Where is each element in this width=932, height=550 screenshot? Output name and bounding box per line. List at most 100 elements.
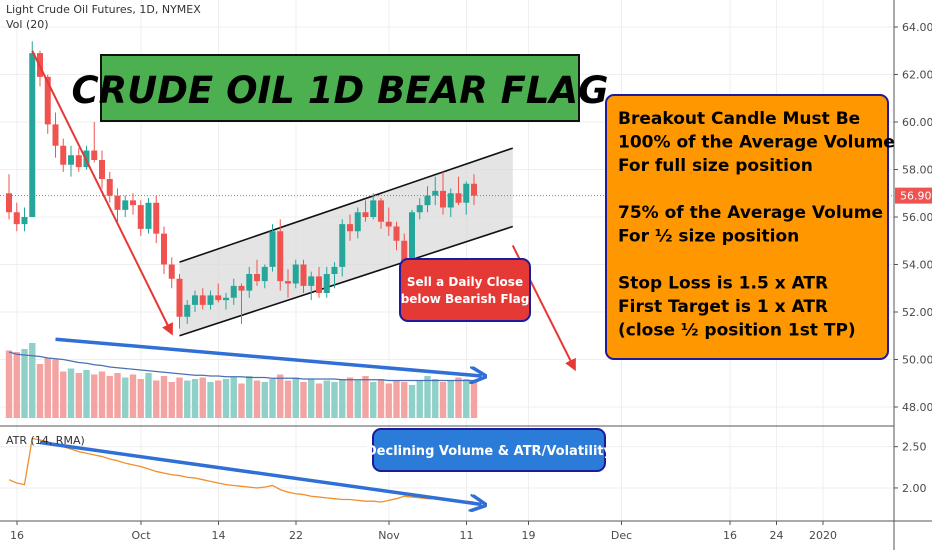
candle-body [385, 221, 392, 227]
candle-body [207, 295, 214, 305]
rules-line: Stop Loss is 1.5 x ATR [618, 274, 828, 294]
candle-body [254, 274, 260, 282]
candle [378, 198, 384, 229]
candle [106, 171, 113, 203]
price-tick-label: 58.00 [902, 164, 932, 177]
candle-body [91, 150, 98, 160]
atr-tick-label: 2.00 [902, 482, 927, 495]
atr-trend-arrow [39, 440, 482, 505]
candles [6, 41, 477, 329]
candle [416, 198, 423, 220]
volume-bar [137, 379, 144, 418]
candle [207, 290, 214, 310]
volume-bar [67, 368, 75, 418]
volume-bar [145, 373, 152, 418]
candle-body [463, 183, 470, 203]
volume-ma-line [8, 351, 474, 382]
candle-body [424, 195, 431, 206]
candle-body [168, 264, 175, 279]
candle-body [230, 285, 237, 298]
candle [75, 148, 82, 172]
title-box: CRUDE OIL 1D BEAR FLAG [72, 54, 608, 122]
candle [114, 188, 121, 222]
rules-box: Breakout Candle Must Be 100% of the Avera… [605, 94, 895, 360]
candle-body [215, 295, 222, 301]
candle-body [99, 160, 105, 179]
time-tick-label: 2020 [809, 529, 837, 542]
candle-body [246, 274, 253, 291]
candle [331, 262, 338, 289]
candle-body [393, 226, 400, 241]
candle [432, 176, 439, 206]
candle [393, 221, 400, 251]
candle [269, 224, 276, 272]
volume-bar [308, 379, 315, 418]
candle-body [161, 233, 167, 265]
candle [192, 290, 198, 312]
candle-body [153, 202, 160, 234]
volume-bar [331, 382, 338, 418]
candle-body [106, 179, 113, 196]
candle [463, 181, 470, 215]
volume-bar [44, 358, 51, 418]
candle [455, 176, 462, 206]
rules-line: First Target is 1 x ATR [618, 297, 828, 317]
price-tick-label: 56.00 [902, 211, 932, 224]
candle-body [68, 155, 74, 165]
volume-bar [246, 376, 253, 418]
candle-body [316, 276, 322, 293]
time-tick-label: 22 [289, 529, 303, 542]
volume-bar [393, 380, 400, 418]
declining-text: Declining Volume & ATR/Volatility [366, 444, 613, 459]
volume-bar [385, 383, 392, 418]
volume-bar [339, 379, 346, 418]
volume-bar [75, 373, 82, 418]
candle-body [223, 297, 229, 301]
candle-body [21, 217, 28, 225]
candle-body [409, 212, 415, 263]
volume-bar [408, 385, 416, 418]
candle [261, 264, 268, 289]
volume-bar [13, 352, 20, 418]
candle-body [362, 212, 369, 217]
volume-bar [277, 374, 284, 418]
candle-body [130, 200, 136, 206]
volume-bar [416, 380, 423, 418]
volume-bar [114, 373, 121, 418]
volume-bar [129, 374, 137, 418]
candle-body [347, 224, 353, 232]
candle-body [44, 76, 51, 125]
candle [21, 207, 28, 232]
atr-tick-label: 2.50 [902, 441, 927, 454]
volume-bar [424, 376, 431, 418]
rules-line: (close ½ position 1st TP) [618, 321, 856, 341]
volume-bar [370, 382, 377, 418]
candle [308, 271, 315, 301]
candle-body [300, 264, 307, 286]
candle [91, 122, 98, 163]
candle [176, 274, 183, 329]
candle [60, 138, 67, 172]
time-tick-label: 11 [460, 529, 474, 542]
time-tick-label: 16 [723, 529, 737, 542]
atr-axis: 2.50 2.00 [894, 441, 927, 495]
candle-body [471, 183, 477, 196]
volume-bar [315, 383, 323, 418]
atr-polyline [8, 437, 475, 503]
volume-bar [269, 379, 276, 418]
channel-fill [179, 148, 513, 336]
time-tick-label: 19 [522, 529, 536, 542]
candle [161, 226, 167, 274]
volume-bar [207, 382, 214, 418]
candle-body [75, 155, 82, 168]
bear-flag-channel [179, 147, 514, 337]
volume-bar [29, 343, 36, 418]
price-tick-label: 60.00 [902, 116, 932, 129]
candle [145, 198, 152, 234]
candle [122, 195, 129, 217]
volume-bar [215, 380, 222, 418]
volume-bar [470, 380, 478, 418]
candle-body [370, 200, 377, 217]
volume-bar [261, 382, 268, 418]
